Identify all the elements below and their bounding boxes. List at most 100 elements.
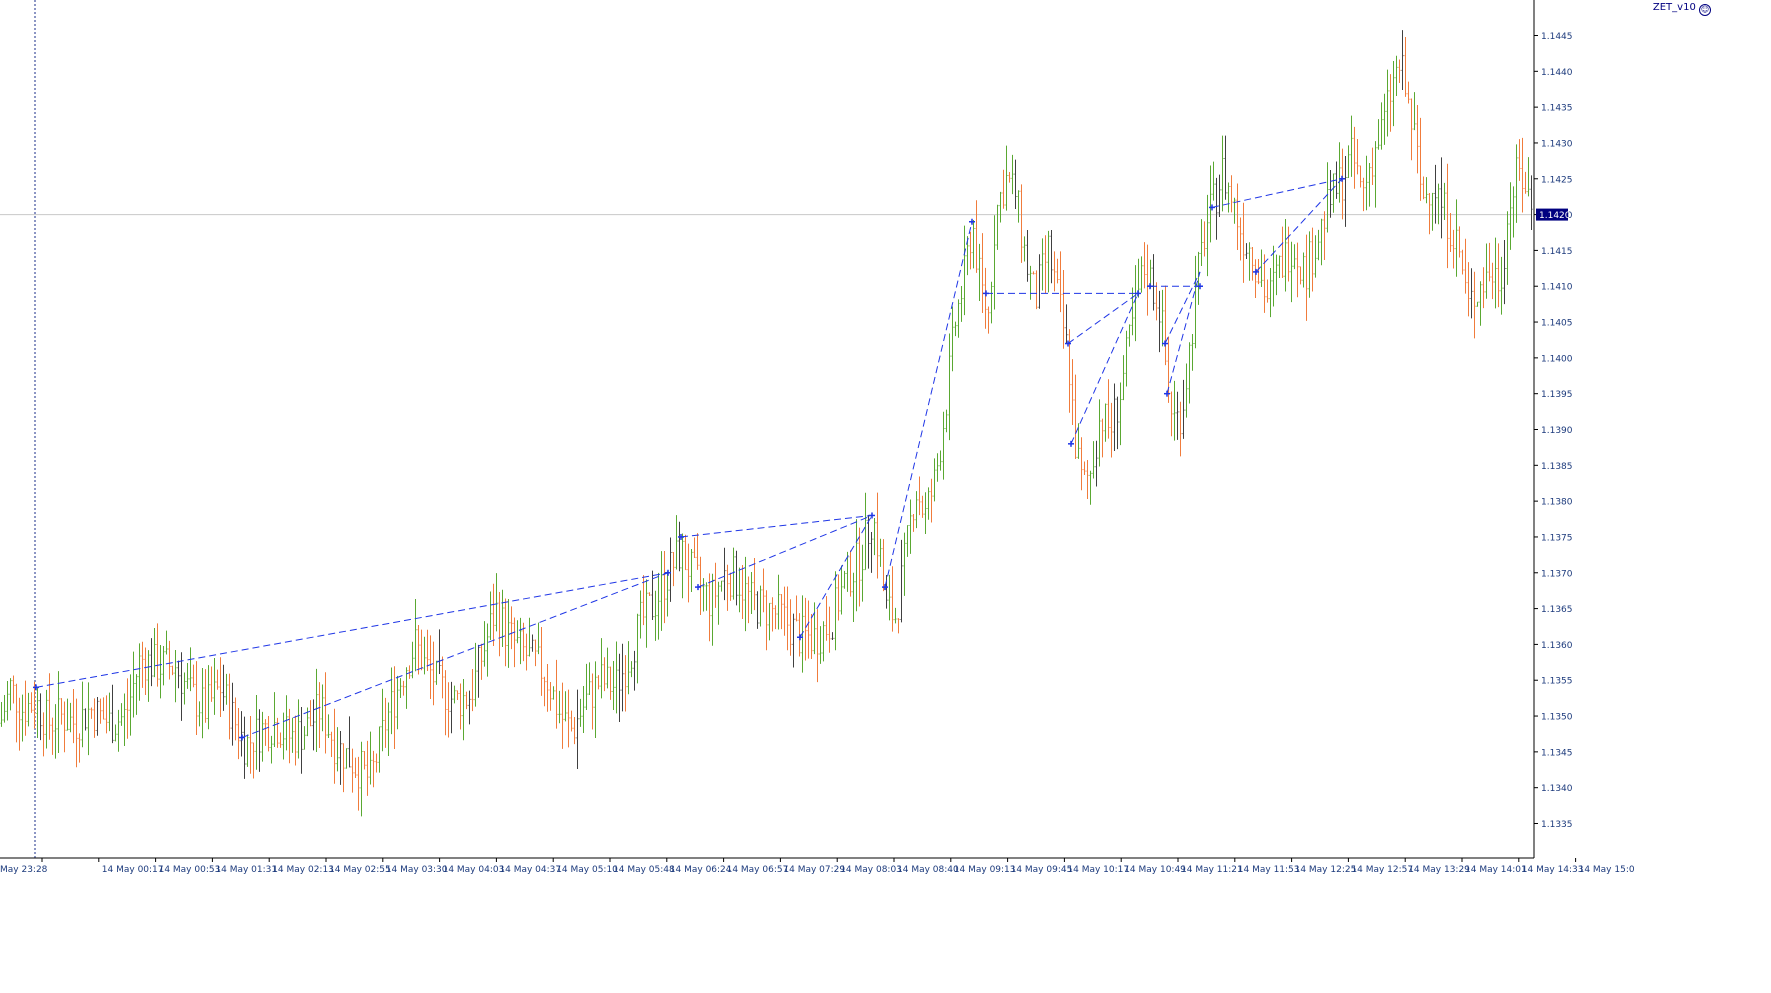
candle	[1392, 60, 1395, 127]
price-tick-label: 1.1405	[1541, 319, 1573, 329]
candle	[90, 707, 93, 719]
time-tick-label: 14 May 02:13	[272, 865, 334, 875]
candle	[1113, 383, 1116, 451]
candle	[375, 753, 378, 773]
indicator-label[interactable]: ZET_v10 ☺	[1653, 2, 1711, 16]
candle	[318, 682, 321, 749]
time-tick: 14 May 12:25	[1291, 858, 1356, 875]
candle	[1404, 36, 1407, 97]
candle	[312, 699, 315, 751]
time-tick-label: 14 May 03:30	[386, 865, 448, 875]
candle	[996, 204, 999, 250]
candle	[1200, 219, 1203, 266]
candle	[195, 661, 198, 735]
candle	[657, 572, 660, 640]
candle	[549, 682, 552, 711]
candle	[1263, 254, 1266, 313]
zigzag-line	[884, 221, 973, 588]
candle	[708, 573, 711, 642]
candle	[603, 657, 606, 692]
candle	[168, 640, 171, 680]
time-tick-label: 14 May 07:29	[783, 865, 845, 875]
candle	[108, 692, 111, 732]
candle	[777, 574, 780, 630]
candle	[297, 699, 300, 759]
candle	[744, 556, 747, 632]
candle	[1242, 202, 1245, 283]
candle	[696, 533, 699, 570]
candle	[420, 629, 423, 671]
candle	[1350, 115, 1353, 177]
smiley-icon[interactable]: ☺	[1699, 4, 1711, 16]
candle	[1056, 258, 1059, 284]
candle	[1491, 262, 1494, 300]
candle	[789, 599, 792, 656]
candle	[330, 731, 333, 758]
candle	[693, 537, 696, 558]
candle	[390, 667, 393, 735]
candle	[1458, 226, 1461, 258]
candle	[96, 697, 99, 736]
candle	[1209, 165, 1212, 243]
candle	[159, 645, 162, 699]
zigzag-markers	[33, 175, 1345, 741]
candle	[1452, 229, 1455, 269]
candle	[525, 633, 528, 671]
candle	[624, 655, 627, 712]
candle	[1521, 137, 1524, 213]
candle	[60, 698, 63, 725]
candle	[444, 670, 447, 736]
price-tick: 1.1335	[1534, 820, 1573, 830]
candle	[939, 450, 942, 471]
candle	[1317, 229, 1320, 261]
candle	[66, 698, 69, 731]
price-tick-label: 1.1350	[1541, 713, 1573, 723]
candle	[99, 698, 102, 724]
candle	[1227, 182, 1230, 213]
price-tick: 1.1380	[1534, 498, 1573, 508]
candle	[1512, 186, 1515, 238]
candle	[828, 606, 831, 653]
candle	[1047, 230, 1050, 293]
candle	[402, 680, 405, 696]
candle	[249, 716, 252, 774]
price-tick: 1.1375	[1534, 533, 1573, 543]
candle	[183, 672, 186, 705]
price-tick-label: 1.1385	[1541, 462, 1573, 472]
candle	[372, 750, 375, 788]
candle	[951, 306, 954, 372]
candle	[648, 592, 651, 596]
time-tick: 14 May 10:49	[1120, 858, 1186, 875]
candle	[717, 581, 720, 625]
candle	[1107, 379, 1110, 439]
price-axis[interactable]: 1.1335 1.1340 1.1345 1.1350 1.1355 1.1360 1.13…	[1533, 0, 1573, 858]
zigzag-line	[1255, 178, 1343, 273]
candle	[612, 660, 615, 710]
candle	[1515, 144, 1518, 223]
candle	[282, 712, 285, 760]
candle	[504, 598, 507, 667]
candle	[33, 681, 36, 729]
candle	[72, 689, 75, 744]
candle	[453, 685, 456, 704]
candle	[1245, 243, 1248, 260]
candle	[756, 591, 759, 629]
time-tick-label: 14 May 14:01	[1465, 865, 1527, 875]
candle	[786, 586, 789, 651]
candle	[1206, 194, 1209, 277]
candle	[141, 641, 144, 688]
candle	[561, 682, 564, 749]
candle	[1026, 230, 1029, 282]
candle	[1116, 396, 1119, 450]
candle	[1467, 262, 1470, 317]
candle	[954, 321, 957, 337]
time-tick-label: 14 May 01:31	[215, 865, 277, 875]
candle	[354, 757, 357, 778]
candle	[633, 650, 636, 691]
candle	[114, 724, 117, 742]
candle	[672, 551, 675, 587]
candle	[294, 715, 297, 766]
